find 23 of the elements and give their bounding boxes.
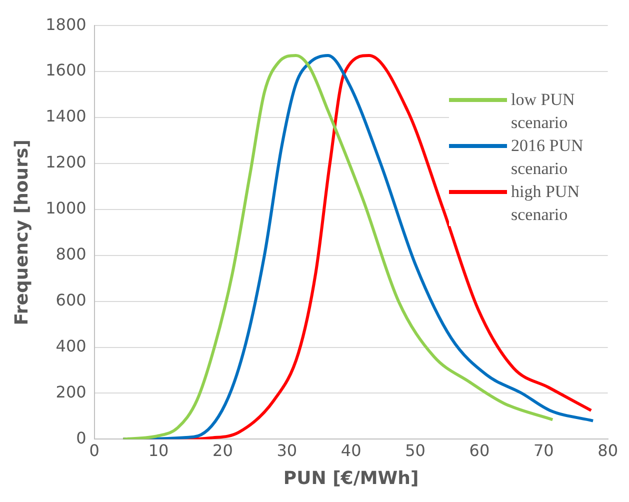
- y-tick-label: 600: [56, 290, 86, 310]
- y-tick-label: 200: [56, 382, 86, 402]
- x-tick-label: 40: [340, 440, 362, 460]
- y-tick-label: 0: [76, 428, 86, 448]
- x-tick-label: 0: [89, 440, 100, 460]
- y-tick-label: 1400: [46, 106, 86, 126]
- x-tick-label: 70: [533, 440, 554, 460]
- y-axis-title: Frequency [hours]: [11, 140, 32, 326]
- y-tick-label: 1000: [46, 198, 86, 218]
- legend-label: high PUN scenario: [511, 181, 580, 226]
- y-tick-label: 1800: [46, 14, 86, 34]
- x-tick-label: 30: [276, 440, 298, 460]
- x-tick-label: 50: [405, 440, 426, 460]
- y-tick-label: 1600: [46, 60, 86, 80]
- y-tick-label: 400: [56, 336, 86, 356]
- x-tick-label: 20: [212, 440, 233, 460]
- x-tick-label: 10: [148, 440, 169, 460]
- y-tick-label: 800: [56, 244, 86, 264]
- x-axis-title: PUN [€/MWh]: [283, 468, 419, 489]
- legend-label: low PUN scenario: [511, 89, 576, 134]
- y-tick-label: 1200: [46, 152, 86, 172]
- x-tick-label: 60: [469, 440, 490, 460]
- x-tick-label: 80: [598, 440, 618, 460]
